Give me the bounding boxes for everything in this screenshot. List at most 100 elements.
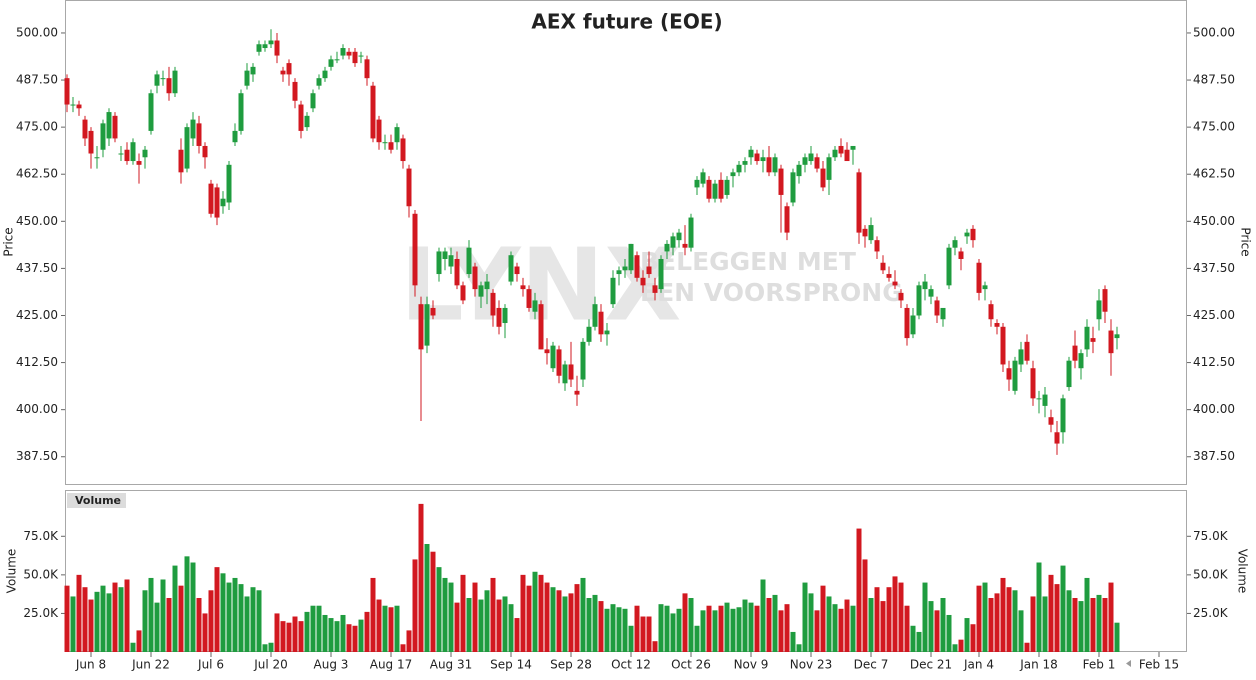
candle-body <box>868 225 874 241</box>
candle-body <box>598 311 604 335</box>
candle-body <box>202 145 208 158</box>
candle-body <box>1102 289 1108 312</box>
candle-body <box>154 74 160 86</box>
x-tick-label: Dec 7 <box>854 658 889 672</box>
y-tick-label: 475.00 <box>1193 120 1235 134</box>
y-tick-label: 400.00 <box>16 402 58 416</box>
volume-bar <box>100 585 106 652</box>
volume-bar <box>940 598 946 652</box>
volume-bar <box>646 616 652 652</box>
candle-body <box>250 66 256 75</box>
y-tick-label: 25.0K <box>23 606 59 620</box>
candle-body <box>118 153 124 155</box>
candle-body <box>328 59 334 67</box>
candle-body <box>880 262 886 271</box>
y-tick-label: 425.00 <box>16 308 58 322</box>
volume-bar <box>448 582 454 652</box>
volume-bar <box>394 605 400 652</box>
candle-body <box>1000 326 1006 365</box>
candle-body <box>742 161 748 165</box>
volume-bar <box>820 585 826 652</box>
candle-body <box>790 172 796 203</box>
volume-bar <box>1090 598 1096 652</box>
volume-bar <box>1036 562 1042 652</box>
candle-body <box>292 81 298 101</box>
candle-body <box>304 115 310 128</box>
volume-bar <box>280 621 286 652</box>
volume-bar <box>172 565 178 652</box>
volume-bar <box>106 593 112 652</box>
candle-body <box>472 266 478 290</box>
candle-body <box>238 93 244 131</box>
candle-body <box>1084 326 1090 350</box>
volume-bar <box>1096 594 1102 652</box>
volume-bar <box>232 577 238 652</box>
volume-bar <box>286 622 292 652</box>
volume-bar <box>694 625 700 652</box>
volume-bar <box>316 605 322 652</box>
volume-bar <box>634 605 640 652</box>
volume-bar <box>88 599 94 652</box>
candle-body <box>244 70 250 86</box>
x-tick-label: Oct 12 <box>611 658 651 672</box>
volume-bar <box>748 602 754 652</box>
candle-body <box>814 157 820 169</box>
candle-body <box>382 142 388 144</box>
candle-body <box>754 153 760 162</box>
candle-body <box>568 364 574 380</box>
volume-bar <box>892 576 898 652</box>
x-tick-label: Feb 1 <box>1083 658 1116 672</box>
volume-bar <box>994 593 1000 652</box>
volume-bar <box>742 599 748 652</box>
candle-body <box>160 78 166 80</box>
candle-body <box>616 270 622 275</box>
volume-bar <box>370 577 376 652</box>
candle-body <box>520 285 526 290</box>
candle-body <box>964 232 970 237</box>
volume-bar <box>640 616 646 652</box>
candle-body <box>580 341 586 380</box>
candle-body <box>124 149 130 162</box>
volume-bar <box>1102 598 1108 652</box>
candle-body <box>508 255 514 282</box>
candle-body <box>1072 345 1078 361</box>
candle-body <box>712 183 718 199</box>
volume-bar <box>898 582 904 652</box>
volume-bar <box>706 605 712 652</box>
volume-bar <box>250 587 256 652</box>
candle-body <box>724 179 730 195</box>
y-tick-label: 487.50 <box>16 73 58 87</box>
volume-bar <box>778 610 784 652</box>
candle-body <box>148 93 154 131</box>
candle-body <box>82 119 88 139</box>
candle-body <box>136 161 142 165</box>
volume-bar <box>550 587 556 652</box>
volume-bar <box>712 610 718 652</box>
volume-bar <box>838 608 844 652</box>
candle-body <box>1054 432 1060 444</box>
volume-bar <box>952 644 958 652</box>
candle-body <box>796 164 802 177</box>
x-tick-label: Nov 23 <box>790 658 833 672</box>
x-tick-label: Aug 3 <box>314 658 349 672</box>
candle-body <box>562 364 568 384</box>
candle-body <box>142 149 148 158</box>
volume-bar <box>322 614 328 652</box>
volume-bar <box>886 587 892 652</box>
volume-bar <box>208 590 214 652</box>
candle-body <box>718 179 724 199</box>
x-tick-label: Dec 21 <box>910 658 952 672</box>
volume-bar <box>538 574 544 652</box>
candle-body <box>1006 368 1012 380</box>
volume-bar <box>664 605 670 652</box>
watermark: LYNX BELEGGEN MET EEN VOORSPRONG <box>400 226 903 343</box>
candle-body <box>832 149 838 158</box>
volume-bar <box>1024 642 1030 652</box>
candle-body <box>844 149 850 162</box>
volume-bar <box>916 631 922 652</box>
candle-body <box>892 281 898 286</box>
candle-body <box>310 93 316 109</box>
candle-body <box>634 255 640 278</box>
volume-bar <box>556 590 562 652</box>
